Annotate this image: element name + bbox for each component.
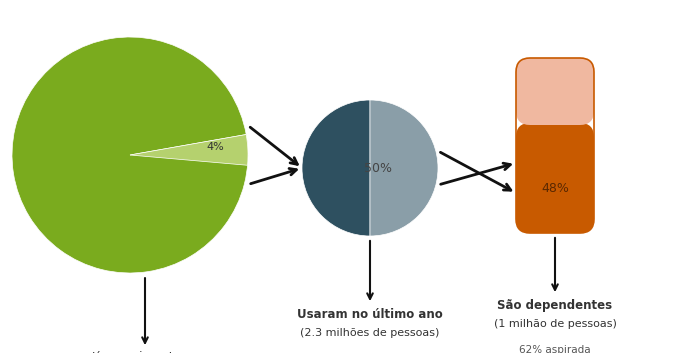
Text: (2.3 milhões de pessoas): (2.3 milhões de pessoas) [300,328,440,338]
Wedge shape [302,100,370,236]
Text: São dependentes: São dependentes [497,299,612,312]
Text: 62% aspirada
38% fumada: 62% aspirada 38% fumada [519,345,591,353]
FancyBboxPatch shape [516,58,594,125]
Text: (1 milhão de pessoas): (1 milhão de pessoas) [494,319,617,329]
Wedge shape [370,100,438,236]
Text: 4%: 4% [207,142,224,152]
Text: 48%: 48% [541,181,569,195]
FancyBboxPatch shape [516,123,594,233]
Text: 50%: 50% [364,162,392,174]
Wedge shape [130,134,248,165]
Wedge shape [12,37,248,273]
Text: Usaram no último ano: Usaram no último ano [297,308,443,321]
Text: Já experimentaram
cocaína: Já experimentaram cocaína [91,351,205,353]
